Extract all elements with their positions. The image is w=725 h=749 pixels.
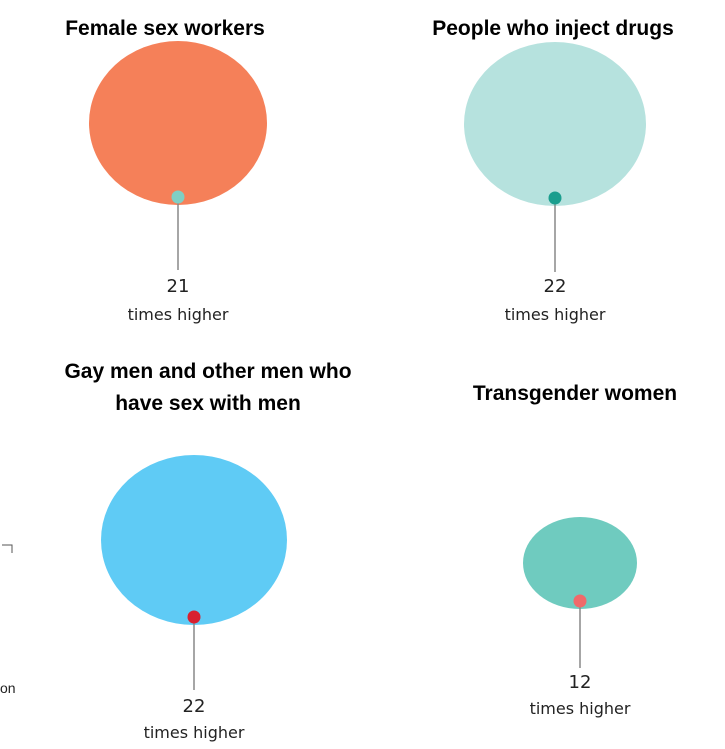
value-label: 21 [167, 276, 190, 297]
stray-text: on [0, 680, 16, 696]
caption: times higher [144, 723, 245, 742]
bubble [464, 42, 646, 206]
panel-title: Gay men and other men who [64, 360, 351, 383]
value-label: 12 [569, 672, 592, 693]
value-label: 22 [544, 276, 567, 297]
panel-title: Transgender women [473, 382, 677, 405]
caption: times higher [505, 305, 606, 324]
bubble [101, 455, 287, 625]
pointer-dot [171, 190, 185, 204]
corner-mark [2, 544, 13, 553]
caption: times higher [530, 699, 631, 718]
bubble [523, 517, 637, 609]
panel-title: have sex with men [115, 392, 301, 415]
bubble [89, 41, 267, 205]
caption: times higher [128, 305, 229, 324]
pointer-dot [548, 191, 562, 205]
panel-title: People who inject drugs [432, 17, 674, 40]
panel-title: Female sex workers [65, 17, 265, 40]
pointer-dot [573, 594, 587, 608]
value-label: 22 [183, 696, 206, 717]
pointer-dot [187, 610, 201, 624]
